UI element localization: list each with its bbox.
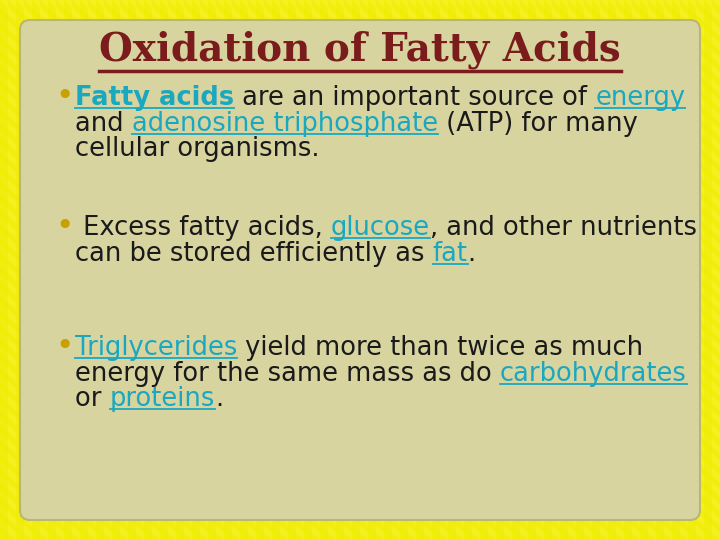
Text: yield more than twice as much: yield more than twice as much — [238, 335, 644, 361]
Text: energy: energy — [595, 85, 685, 111]
Text: proteins: proteins — [109, 386, 215, 412]
Text: Fatty acids: Fatty acids — [75, 85, 234, 111]
Text: cellular organisms.: cellular organisms. — [75, 136, 320, 162]
Text: adenosine triphosphate: adenosine triphosphate — [132, 111, 438, 137]
Text: .: . — [467, 240, 476, 267]
Text: Triglycerides: Triglycerides — [75, 335, 238, 361]
Text: energy for the same mass as do: energy for the same mass as do — [75, 361, 500, 387]
Text: Oxidation of Fatty Acids: Oxidation of Fatty Acids — [99, 31, 621, 69]
Text: •: • — [55, 82, 73, 111]
Text: •: • — [55, 332, 73, 361]
Text: , and other nutrients: , and other nutrients — [430, 215, 697, 241]
FancyBboxPatch shape — [20, 20, 700, 520]
Text: fat: fat — [433, 240, 467, 267]
Text: can be stored efficiently as: can be stored efficiently as — [75, 240, 433, 267]
Text: are an important source of: are an important source of — [234, 85, 595, 111]
Text: and: and — [75, 111, 132, 137]
Text: carbohydrates: carbohydrates — [500, 361, 687, 387]
Text: Excess fatty acids,: Excess fatty acids, — [75, 215, 331, 241]
Text: .: . — [215, 386, 223, 412]
Text: or: or — [75, 386, 109, 412]
Text: •: • — [55, 212, 73, 241]
Text: glucose: glucose — [331, 215, 430, 241]
Text: (ATP) for many: (ATP) for many — [438, 111, 638, 137]
